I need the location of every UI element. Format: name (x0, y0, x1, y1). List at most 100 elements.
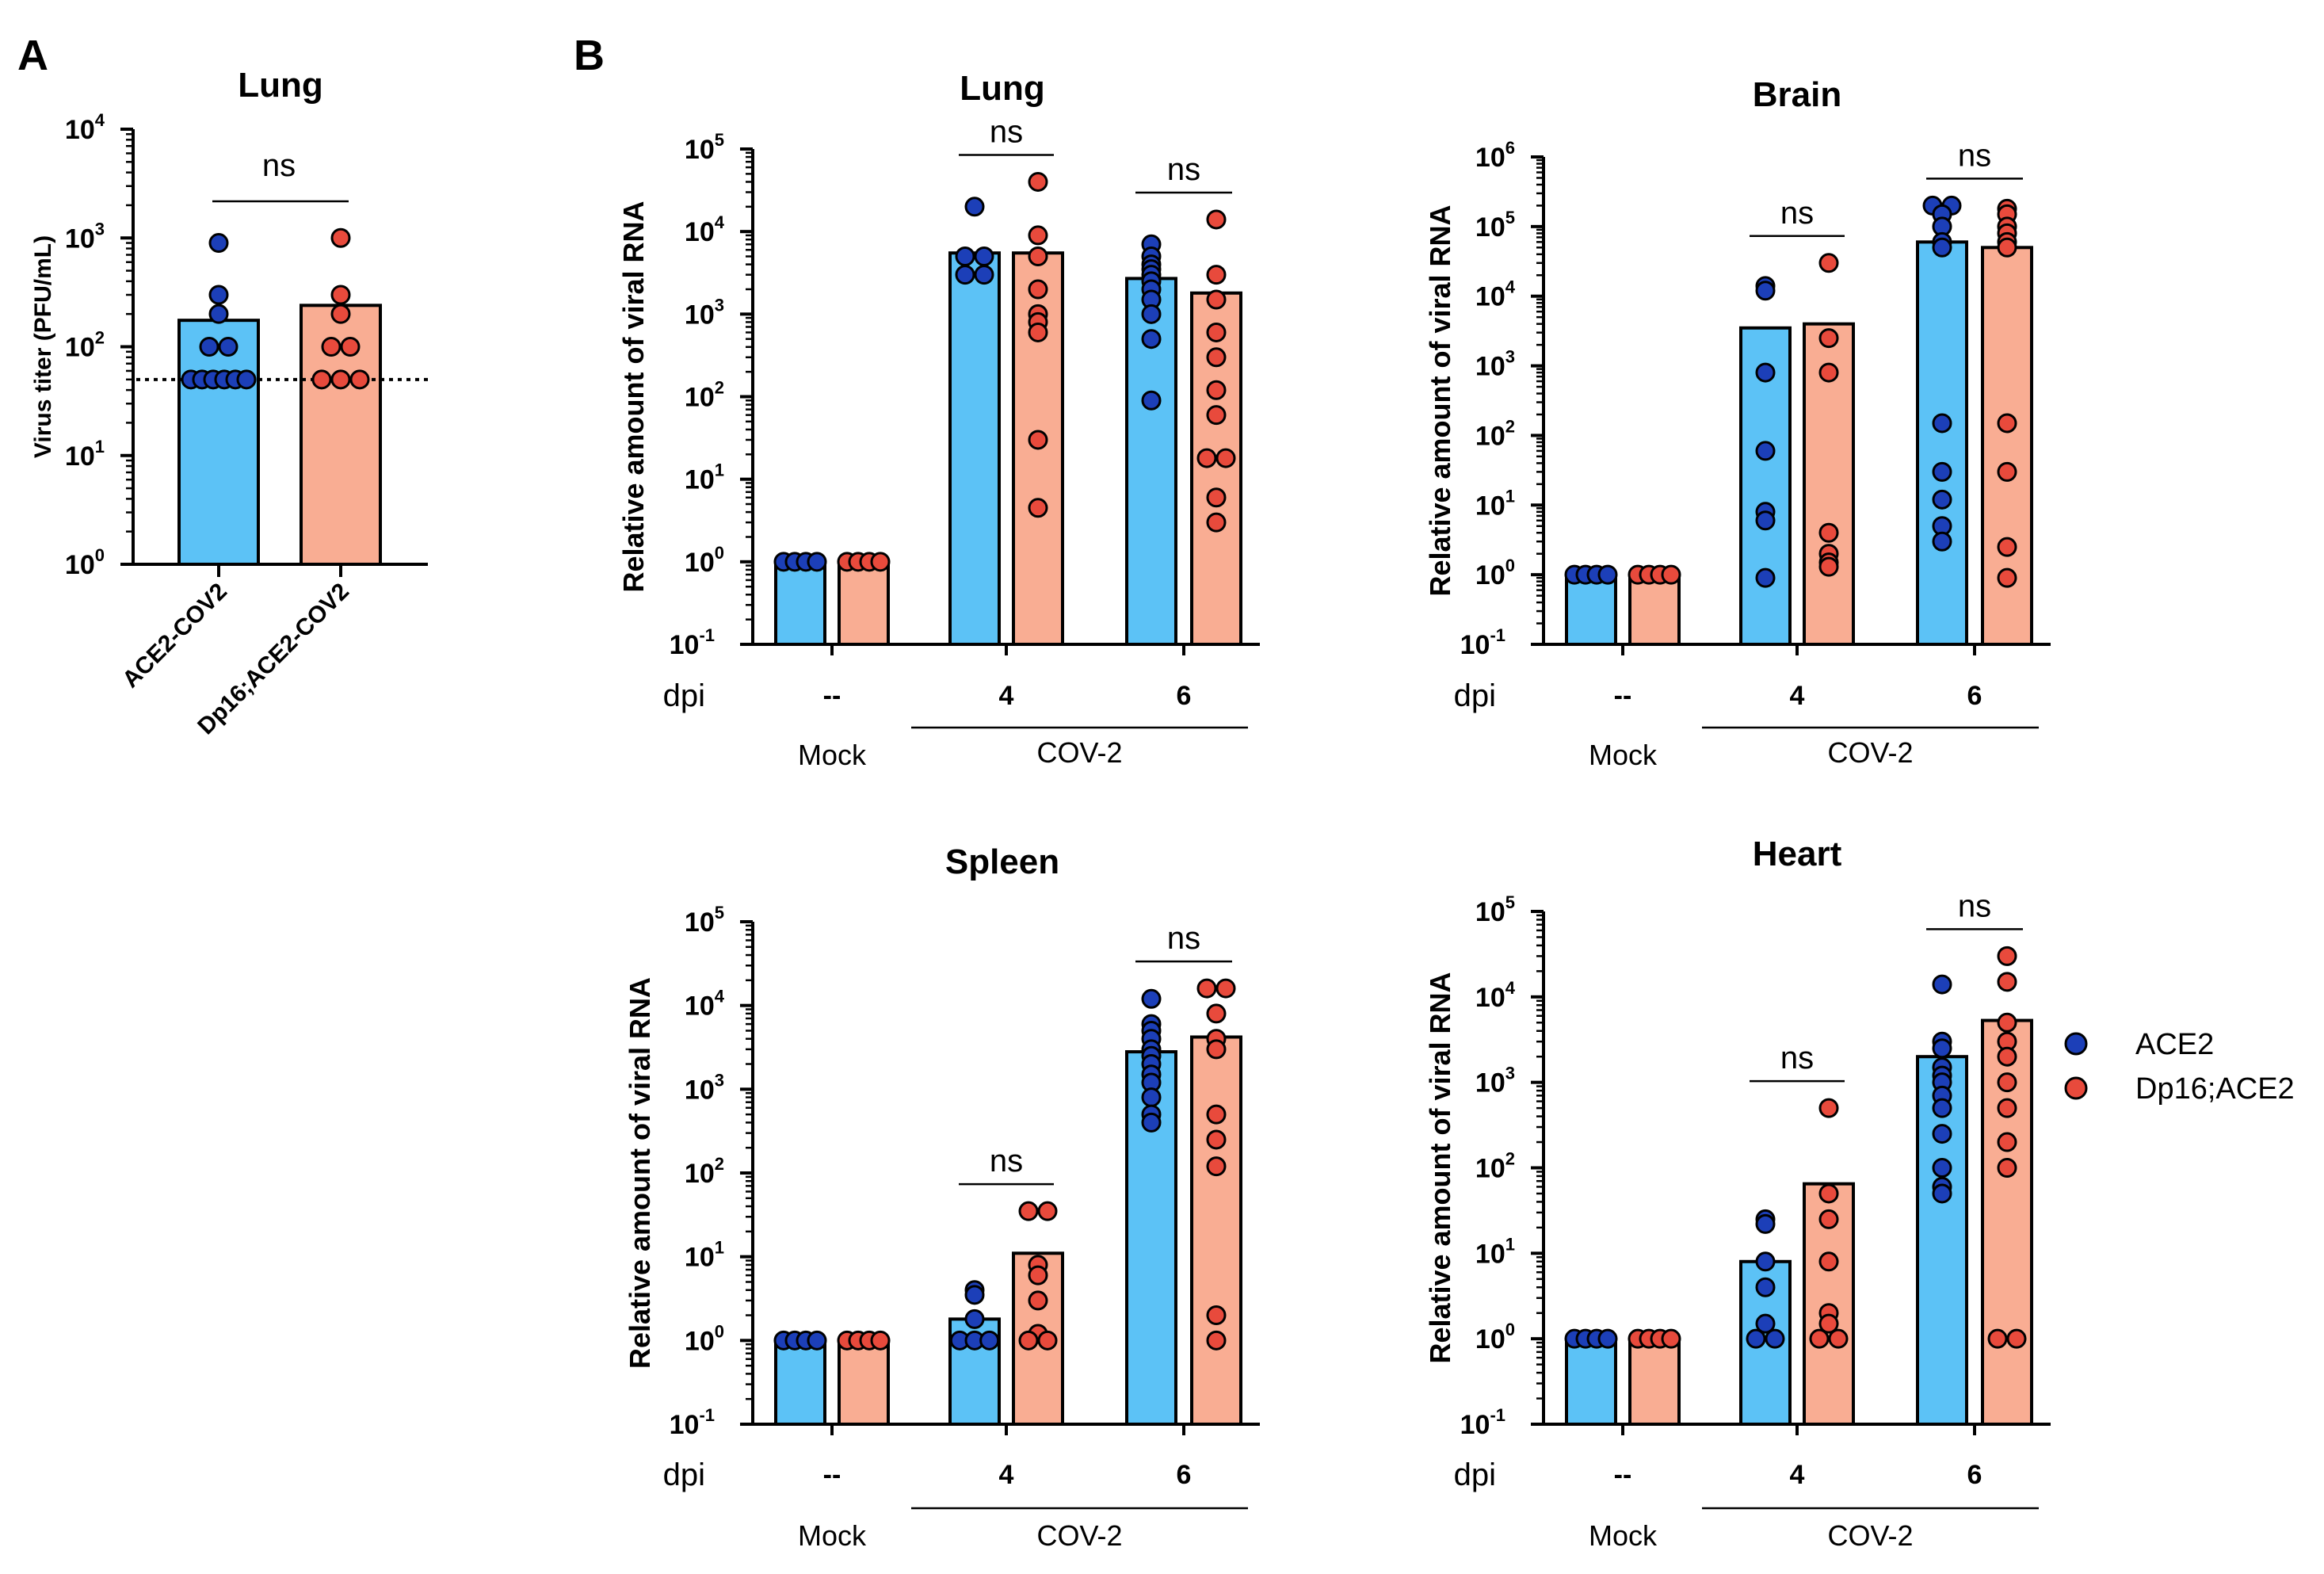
data-point (1206, 405, 1227, 426)
data-point (1206, 512, 1227, 533)
y-tick-label: 102 (1475, 416, 1515, 451)
x-dpi-label: -- (823, 1460, 841, 1490)
chart-title: Brain (1753, 75, 1841, 114)
y-tick-label: 103 (65, 219, 105, 254)
data-point (1932, 531, 1952, 552)
y-tick-label: 103 (1475, 347, 1515, 382)
significance-label: ns (1958, 138, 1991, 173)
x-dpi-label: 6 (1967, 1460, 1982, 1490)
data-point (1818, 1183, 1839, 1204)
data-point (1932, 1098, 1952, 1118)
data-point (1932, 461, 1952, 482)
data-point (1997, 1046, 2017, 1067)
chart-panel-a-lung: Lung Virus titer (PFU/mL) 100 101 102 103 104 n… (30, 66, 428, 739)
bar (1628, 573, 1681, 647)
y-tick-label: 105 (685, 903, 724, 938)
y-tick-label: 101 (1475, 1234, 1515, 1269)
x-group-label-cov2: COV-2 (1827, 736, 1913, 769)
data-point (1746, 1328, 1766, 1349)
data-point (1196, 448, 1217, 468)
x-group-label-mock: Mock (1589, 1519, 1658, 1552)
data-point (1997, 461, 2017, 482)
data-point (964, 197, 985, 217)
y-tick-label: 101 (685, 460, 724, 495)
data-point (1818, 522, 1839, 543)
y-tick-label: 105 (1475, 892, 1515, 927)
data-point (1818, 1209, 1839, 1229)
y-tick-label: 100 (685, 1321, 724, 1356)
x-prefix-label: dpi (663, 678, 705, 713)
x-group-label-cov2: COV-2 (1036, 736, 1122, 769)
data-point (208, 304, 229, 324)
x-group-label-cov2: COV-2 (1827, 1519, 1913, 1552)
data-point (1932, 974, 1952, 995)
bar (1628, 1337, 1681, 1426)
data-point (1932, 489, 1952, 510)
y-tick-label: 105 (1475, 208, 1515, 243)
x-group-label-mock: Mock (798, 739, 867, 771)
data-point (1018, 1330, 1039, 1351)
data-point (1206, 1039, 1227, 1060)
x-dpi-label: 6 (1967, 681, 1982, 711)
y-axis-label: Relative amount of viral RNA (624, 977, 656, 1369)
data-point (1028, 322, 1048, 342)
data-point (1206, 1305, 1227, 1326)
legend-ace2-label: ACE2 (2135, 1028, 2214, 1061)
legend: ACE2 Dp16;ACE2 (2064, 1028, 2295, 1106)
significance-label: ns (1780, 1041, 1814, 1075)
data-point (1141, 1087, 1162, 1108)
data-point (1755, 441, 1776, 461)
x-prefix-label: dpi (1454, 678, 1496, 713)
data-point (1206, 322, 1227, 342)
x-prefix-label: dpi (663, 1457, 705, 1492)
data-point (1932, 237, 1952, 258)
data-point (1818, 1098, 1839, 1118)
significance-label: ns (990, 1144, 1023, 1179)
bar (774, 560, 826, 646)
data-point (870, 552, 891, 572)
data-point (1141, 304, 1162, 324)
data-point (1932, 1038, 1952, 1059)
data-point (1818, 556, 1839, 577)
data-point (311, 369, 332, 390)
data-point (340, 337, 361, 357)
data-point (1206, 1156, 1227, 1177)
x-group-label-mock: Mock (1589, 739, 1658, 771)
x-dpi-label: 6 (1177, 1460, 1192, 1490)
data-point (1818, 1251, 1839, 1272)
data-point (199, 337, 219, 357)
y-tick-label: 103 (1475, 1064, 1515, 1098)
data-point (1997, 1158, 2017, 1178)
significance-label: ns (1958, 888, 1991, 923)
y-axis-label: Relative amount of viral RNA (1424, 972, 1456, 1363)
data-point (1932, 1183, 1952, 1204)
data-point (807, 552, 827, 572)
y-tick-label: 10-1 (670, 625, 715, 660)
data-point (1206, 289, 1227, 310)
data-point (1932, 1124, 1952, 1144)
data-point (1141, 329, 1162, 350)
x-dpi-label: -- (823, 681, 841, 711)
chart-title: Heart (1753, 835, 1842, 873)
data-point (1206, 1129, 1227, 1150)
y-tick-label: 100 (1475, 556, 1515, 590)
data-point (1755, 1251, 1776, 1272)
y-tick-label: 101 (65, 437, 105, 472)
data-point (1932, 413, 1952, 434)
bar (1916, 240, 1968, 646)
data-point (1997, 1132, 2017, 1152)
x-dpi-label: 4 (1790, 681, 1805, 711)
data-point (330, 285, 351, 305)
data-point (1997, 567, 2017, 588)
data-point (1196, 978, 1217, 999)
y-tick-label: 10-1 (1460, 625, 1505, 660)
chart-title: Lung (238, 66, 323, 105)
data-point (1206, 265, 1227, 285)
chart-title: Lung (960, 69, 1045, 108)
y-tick-label: 103 (685, 295, 724, 330)
data-point (1818, 328, 1839, 349)
data-point (1028, 171, 1048, 192)
data-point (1206, 380, 1227, 400)
y-tick-label: 106 (1475, 138, 1515, 173)
